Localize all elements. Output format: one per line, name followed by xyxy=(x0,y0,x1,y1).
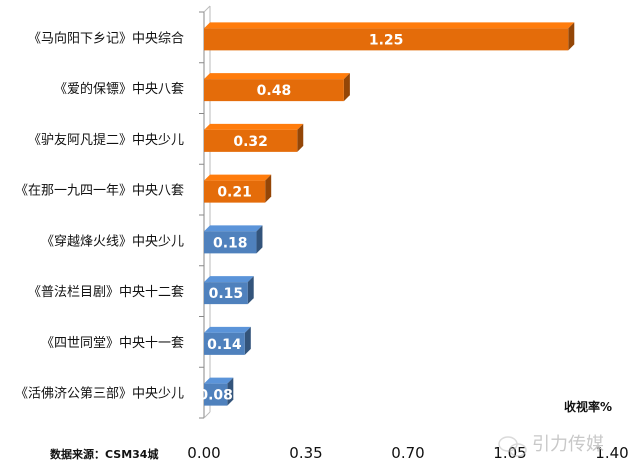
category-label: 《四世同堂》中央十一套 xyxy=(41,335,184,351)
category-label: 《穿越烽火线》中央少儿 xyxy=(41,233,184,249)
category-label: 《马向阳下乡记》中央综合 xyxy=(28,30,184,46)
watermark-text: 引力传媒 xyxy=(532,434,604,455)
category-label: 《爱的保镖》中央八套 xyxy=(54,81,184,97)
bar xyxy=(204,276,254,305)
bar-side-face xyxy=(297,123,304,152)
bar-side-face xyxy=(256,225,263,254)
bar xyxy=(204,174,272,203)
bar-top-face xyxy=(204,174,272,181)
bar-value-label: 0.48 xyxy=(257,83,292,99)
bar xyxy=(204,73,350,102)
axis-depth-top xyxy=(203,5,211,13)
bar-value-label: 0.14 xyxy=(207,337,242,353)
bar-front-face xyxy=(204,129,298,152)
bar-top-face xyxy=(204,123,304,130)
bar-side-face xyxy=(247,276,254,305)
x-tick-labels: 0.00 0.35 0.70 1.05 1.40 xyxy=(187,444,628,462)
bar-value-label: 0.21 xyxy=(217,185,252,201)
category-label: 《普法栏目剧》中央十二套 xyxy=(28,284,184,300)
bar xyxy=(204,377,234,406)
category-label: 《活佛济公第三部》中央少儿 xyxy=(15,387,184,402)
category-label: 《在那一九四一年》中央八套 xyxy=(15,183,184,199)
bar-top-face xyxy=(204,22,575,29)
bar-side-face xyxy=(265,174,272,203)
bar-top-face xyxy=(204,326,251,333)
x-tick-label: 0.70 xyxy=(391,444,424,462)
bar-value-label: 0.08 xyxy=(198,388,233,404)
bar-front-face xyxy=(204,180,266,203)
bar-front-face xyxy=(204,282,248,305)
bar-side-face xyxy=(227,377,234,406)
bar-value-label: 1.25 xyxy=(369,32,404,48)
bar-value-label: 0.32 xyxy=(233,134,268,150)
bar-front-face xyxy=(204,383,228,406)
bar-value-label: 0.18 xyxy=(213,235,248,251)
x-tick-label: 0.00 xyxy=(187,444,220,462)
bar-top-face xyxy=(204,73,350,80)
bar-front-face xyxy=(204,332,245,355)
x-tick-label: 1.40 xyxy=(595,444,628,462)
bar xyxy=(204,326,251,355)
x-tick-label: 1.05 xyxy=(493,444,526,462)
x-axis-unit-label: 收视率% xyxy=(564,399,612,414)
category-labels: 《马向阳下乡记》中央综合《爱的保镖》中央八套《驴友阿凡提二》中央少儿《在那一九四… xyxy=(15,30,184,401)
bar-front-face xyxy=(204,28,569,51)
bar-front-face xyxy=(204,231,257,254)
bar-side-face xyxy=(244,326,251,355)
axis-depth-bottom xyxy=(203,411,211,419)
data-source-note: 数据来源：CSM34城 xyxy=(50,447,158,461)
category-label: 《驴友阿凡提二》中央少儿 xyxy=(28,132,184,148)
x-tick-label: 0.35 xyxy=(289,444,322,462)
bar-side-face xyxy=(343,73,350,102)
bar xyxy=(204,22,575,51)
bar-value-label: 0.15 xyxy=(209,286,244,302)
watermark: 引力传媒 xyxy=(498,434,604,457)
chart-bars xyxy=(204,22,575,406)
bar-top-face xyxy=(204,225,263,232)
chart-axes xyxy=(199,5,211,419)
bar-top-face xyxy=(204,276,254,283)
bar-side-face xyxy=(568,22,575,51)
wechat-icon xyxy=(498,436,527,457)
bar xyxy=(204,123,304,152)
value-labels: 1.25 0.48 0.32 0.21 0.18 0.15 0.14 0.08 xyxy=(198,32,403,403)
bar-front-face xyxy=(204,79,344,102)
bar xyxy=(204,225,263,254)
bar-top-face xyxy=(204,377,234,384)
